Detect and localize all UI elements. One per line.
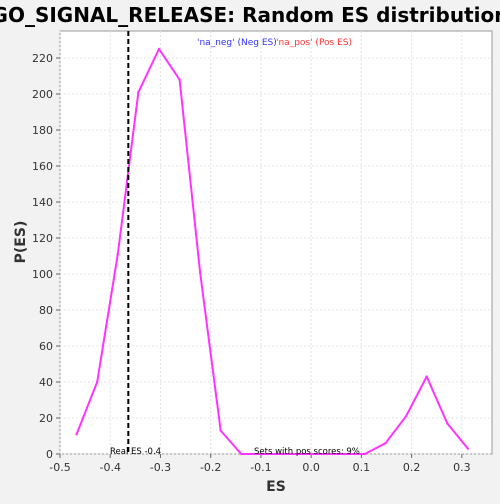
y-tick-label: 100 [32, 268, 53, 281]
data-point [301, 452, 305, 456]
y-tick-label: 0 [46, 448, 53, 461]
x-tick-label: 0.3 [453, 461, 471, 474]
y-tick-label: 120 [32, 232, 53, 245]
data-point [343, 452, 346, 456]
data-point [363, 452, 367, 456]
data-point [157, 47, 161, 51]
data-point [137, 91, 140, 94]
y-tick-label: 140 [32, 196, 53, 209]
data-point [198, 271, 202, 274]
legend-pos-label: 'na_pos' (Pos ES) [276, 38, 352, 48]
plot-area [59, 30, 493, 455]
x-tick-label: -0.1 [250, 461, 271, 474]
data-point [384, 442, 387, 445]
x-tick-label: -0.3 [150, 461, 171, 474]
y-tick-label: 60 [39, 340, 53, 353]
y-tick-label: 200 [32, 88, 53, 101]
series-layer [75, 47, 470, 456]
data-point [178, 78, 181, 81]
series-line [75, 48, 469, 455]
grid-layer [59, 31, 492, 455]
x-tick-label: 0.1 [353, 461, 371, 474]
y-tick-label: 220 [32, 52, 53, 65]
data-point [260, 452, 264, 456]
y-tick-label: 20 [39, 412, 53, 425]
data-point [219, 429, 222, 432]
pos-scores-annotation: Sets with pos scores: 9% [254, 447, 360, 457]
y-tick-label: 40 [39, 376, 53, 389]
real-es-annotation: Real ES -0.4 [110, 447, 161, 457]
data-point [404, 415, 408, 418]
x-tick-label: -0.2 [200, 461, 221, 474]
y-axis-label: P(ES) [13, 221, 29, 264]
x-tick-label: 0.2 [403, 461, 421, 474]
data-point [116, 253, 119, 256]
data-point [75, 433, 78, 436]
y-tick-label: 80 [39, 304, 53, 317]
data-point [240, 452, 243, 456]
y-tick-label: 160 [32, 160, 53, 173]
x-tick-label: 0.0 [302, 461, 320, 474]
data-point [446, 422, 449, 425]
data-point [95, 380, 99, 384]
x-tick-label: -0.4 [99, 461, 120, 474]
data-point [466, 447, 470, 450]
data-point [281, 452, 284, 456]
chart-title: GO_SIGNAL_RELEASE: Random ES distributio… [0, 3, 500, 27]
axis-layer: -0.5 -0.4 -0.3 -0.2 -0.1 0.0 0.1 0.2 0.3 0 20 40 60 8… [32, 52, 471, 474]
x-tick-label: -0.5 [49, 461, 70, 474]
data-point [425, 375, 428, 378]
legend-neg-label: 'na_neg' (Neg ES) [197, 38, 277, 48]
x-axis-label: ES [266, 479, 286, 495]
y-tick-label: 180 [32, 124, 53, 137]
data-point [322, 452, 325, 456]
